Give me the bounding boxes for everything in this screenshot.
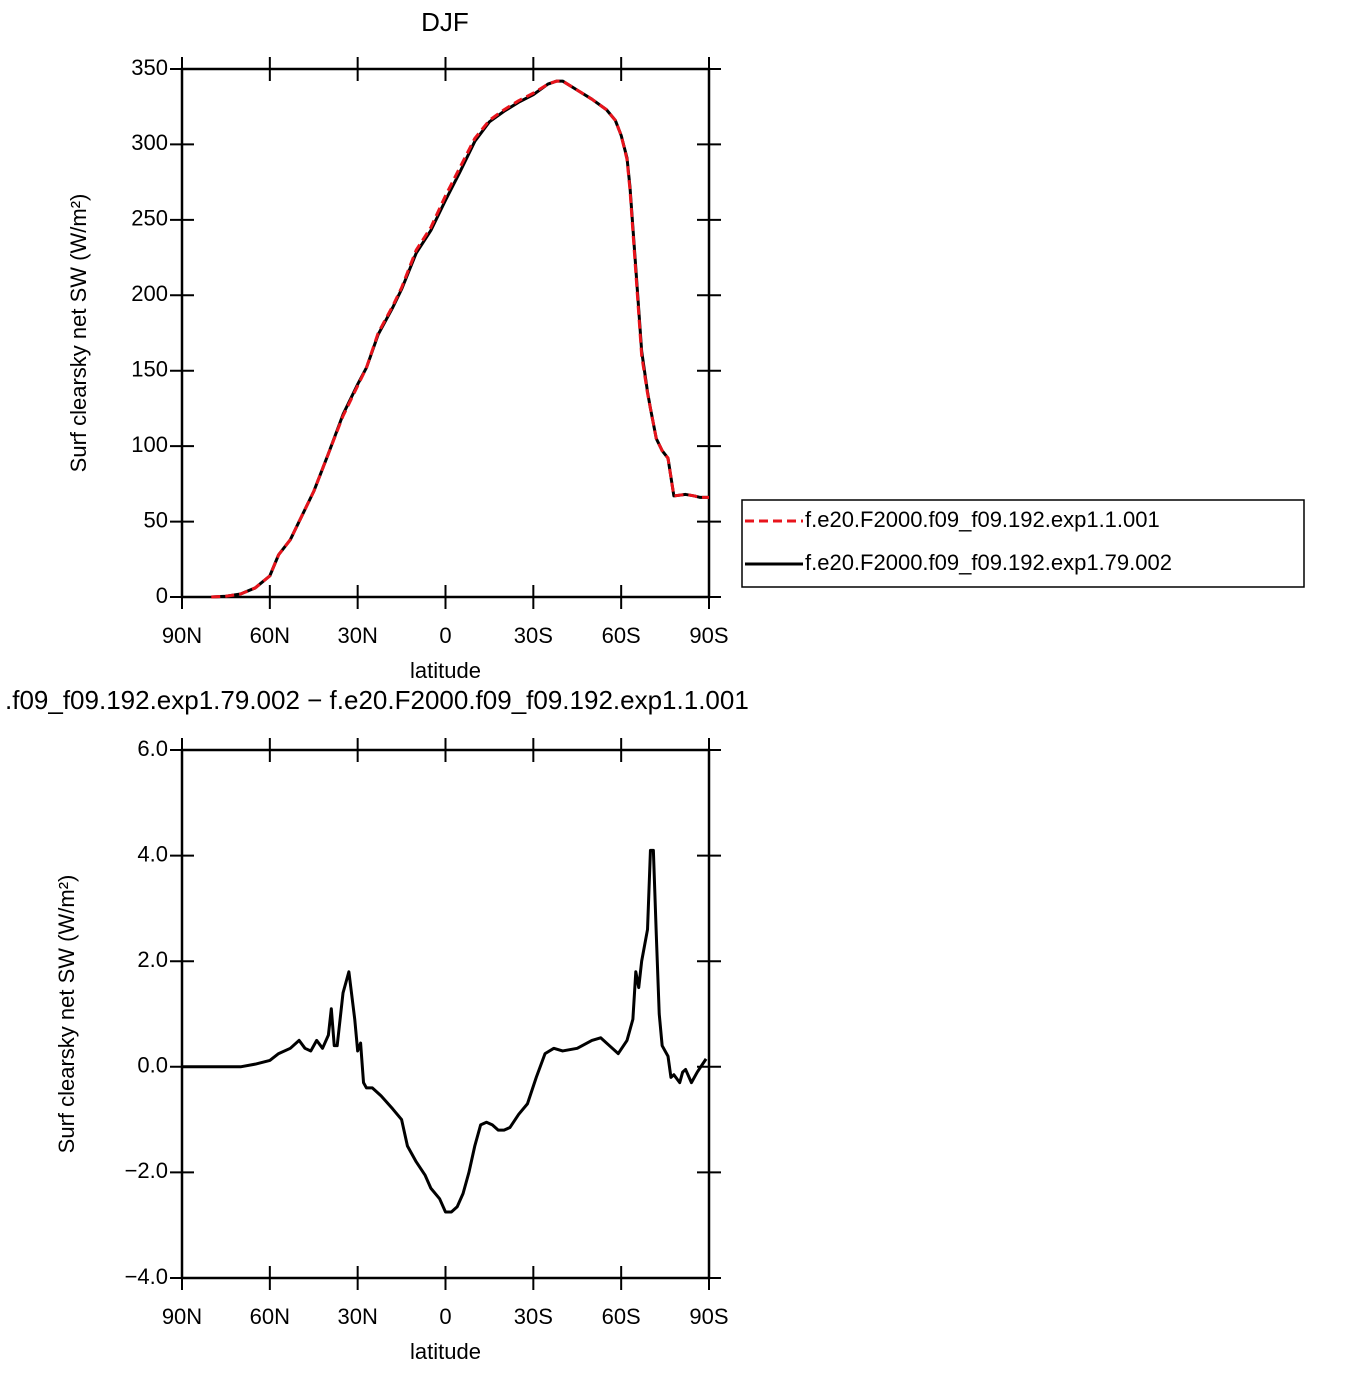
x-tick-label: 90N xyxy=(162,1304,202,1329)
x-tick-label: 60N xyxy=(250,623,290,648)
legend-label: f.e20.F2000.f09_f09.192.exp1.79.002 xyxy=(805,550,1172,575)
data-line xyxy=(182,848,708,1214)
y-tick-label: 100 xyxy=(131,432,168,457)
y-tick-label: 350 xyxy=(131,55,168,80)
data-line xyxy=(211,79,709,599)
y-tick-label: 50 xyxy=(144,507,168,532)
data-line xyxy=(211,79,709,599)
y-tick-label: 250 xyxy=(131,206,168,231)
x-tick-label: 30N xyxy=(337,623,377,648)
x-tick-label: 30N xyxy=(337,1304,377,1329)
x-tick-label: 60S xyxy=(602,1304,641,1329)
x-tick-label: 60N xyxy=(250,1304,290,1329)
y-tick-label: 0.0 xyxy=(137,1053,168,1078)
y-tick-label: −2.0 xyxy=(125,1158,168,1183)
x-tick-label: 30S xyxy=(514,1304,553,1329)
x-tick-label: 0 xyxy=(439,1304,451,1329)
y-tick-label: 2.0 xyxy=(137,947,168,972)
plot-frame xyxy=(180,67,711,599)
chart-title: DJF xyxy=(421,7,469,37)
chart-title: .f09_f09.192.exp1.79.002 − f.e20.F2000.f… xyxy=(5,685,749,715)
x-tick-label: 60S xyxy=(602,623,641,648)
x-axis-label: latitude xyxy=(410,658,481,683)
y-tick-label: 6.0 xyxy=(137,736,168,761)
x-tick-label: 90S xyxy=(689,623,728,648)
x-tick-label: 90S xyxy=(689,1304,728,1329)
legend-box xyxy=(741,499,1305,588)
y-tick-label: 4.0 xyxy=(137,841,168,866)
x-tick-label: 0 xyxy=(439,623,451,648)
legend-label: f.e20.F2000.f09_f09.192.exp1.1.001 xyxy=(805,507,1160,532)
y-tick-label: 300 xyxy=(131,130,168,155)
x-axis-label: latitude xyxy=(410,1339,481,1364)
y-axis-label: Surf clearsky net SW (W/m²) xyxy=(54,875,79,1154)
y-tick-label: 0 xyxy=(156,583,168,608)
x-tick-label: 30S xyxy=(514,623,553,648)
plot-frame xyxy=(180,748,711,1280)
x-tick-label: 90N xyxy=(162,623,202,648)
y-tick-label: −4.0 xyxy=(125,1264,168,1289)
y-tick-label: 150 xyxy=(131,357,168,382)
y-axis-label: Surf clearsky net SW (W/m²) xyxy=(66,194,91,473)
y-tick-label: 200 xyxy=(131,281,168,306)
